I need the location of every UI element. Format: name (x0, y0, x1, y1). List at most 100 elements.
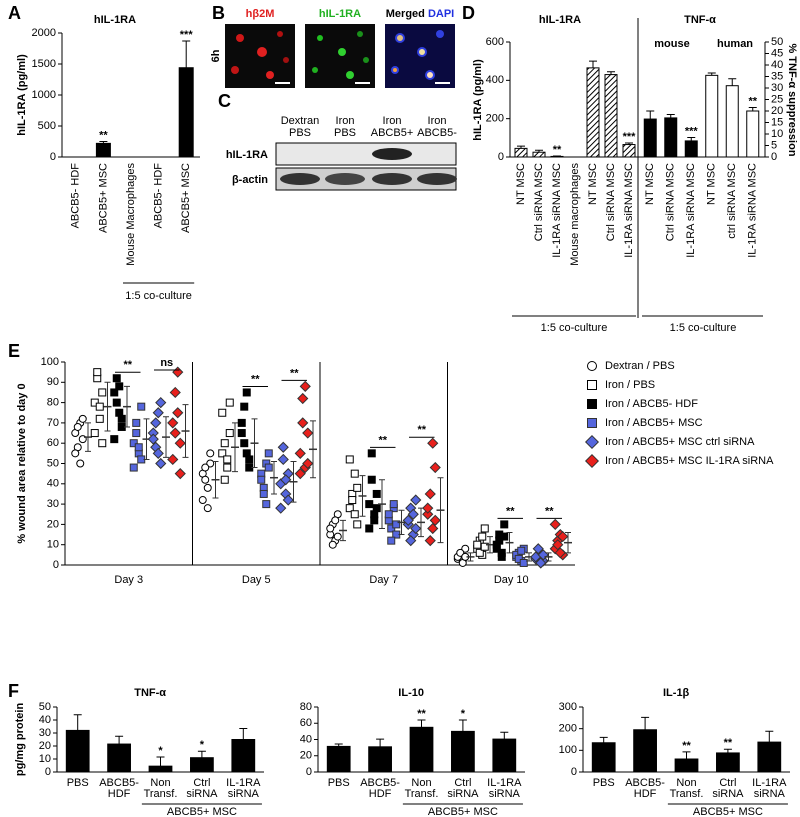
data-point (218, 408, 227, 417)
error-bar (728, 78, 737, 86)
tick-label: 80 (300, 701, 312, 713)
data-point (517, 546, 526, 555)
data-point (76, 459, 85, 468)
sd-bar (310, 420, 316, 479)
data-point (98, 388, 107, 397)
chart-title: hIL-1RA (94, 14, 136, 26)
tick-label: 200 (559, 723, 577, 735)
error-bar (666, 113, 675, 118)
bar (643, 118, 657, 158)
data-point (422, 508, 434, 520)
tick-label: 20 (47, 518, 59, 530)
data-point (237, 429, 246, 438)
x-tick-label: HDF (369, 788, 392, 800)
data-point (201, 475, 210, 484)
data-point (514, 554, 523, 563)
group-label: ABCB5+ MSC (693, 806, 763, 817)
data-point (259, 489, 268, 498)
error-bar (625, 142, 633, 145)
tick-label: 70 (47, 417, 59, 429)
data-point (155, 396, 167, 409)
bar (684, 140, 698, 158)
data-point (372, 489, 381, 498)
legend-label: Iron / PBS (605, 379, 655, 391)
x-tick-label: Ctrl siRNA MSC (533, 163, 545, 241)
data-point (500, 520, 509, 529)
data-point (557, 530, 569, 543)
data-point (167, 417, 179, 429)
panel-label: E (8, 341, 20, 361)
tick-label: 35 (771, 70, 783, 82)
tick-label: 1500 (32, 58, 56, 70)
bar (514, 147, 528, 158)
data-point (424, 488, 436, 500)
data-point (132, 418, 141, 427)
data-point (326, 524, 335, 533)
significance: ns (160, 357, 173, 369)
lane-label: PBS (334, 127, 356, 139)
data-point (172, 407, 184, 419)
data-point (73, 422, 82, 431)
data-point (475, 548, 484, 557)
bar (409, 726, 434, 773)
data-point (90, 398, 99, 407)
data-point (155, 457, 167, 470)
data-point (112, 374, 121, 383)
data-point (277, 453, 289, 466)
tick-label: 50 (39, 701, 51, 713)
error-bar (197, 750, 206, 758)
x-tick-label: NT MSC (644, 163, 656, 205)
significance: ** (417, 424, 426, 436)
x-tick-label: IL-1RA (226, 777, 261, 789)
data-point (410, 522, 422, 535)
error-bar (99, 141, 108, 144)
tick-label: 30 (39, 727, 51, 739)
error-bar (641, 716, 650, 730)
tick-label: 400 (486, 74, 504, 86)
data-point (220, 439, 229, 448)
bar (705, 74, 719, 158)
error-bar (682, 751, 691, 759)
data-point (372, 504, 381, 513)
significance: *** (180, 29, 194, 41)
data-point (365, 524, 374, 533)
tick-label: 45 (771, 47, 783, 59)
x-tick-label: ABCB5- (99, 777, 139, 789)
panel-label: F (8, 681, 19, 701)
error-bar (458, 719, 467, 732)
tick-label: 20 (300, 750, 312, 762)
x-tick-label: Transf. (405, 788, 439, 800)
lane-label: Iron (336, 115, 355, 127)
bar (178, 67, 194, 158)
data-point (387, 536, 396, 545)
tick-label: 10 (771, 128, 783, 140)
data-point (500, 532, 509, 541)
x-tick-label: siRNA (447, 788, 479, 800)
bar (633, 729, 657, 773)
panel-label: A (8, 3, 21, 23)
bar (368, 746, 392, 773)
data-point (294, 447, 306, 459)
data-point (262, 500, 271, 509)
error-bar (748, 107, 757, 111)
sd-bar (85, 422, 91, 452)
data-point (429, 514, 441, 526)
blot (275, 142, 457, 191)
data-point (348, 496, 357, 505)
legend-label: Dextran / PBS (605, 360, 675, 372)
micrograph (225, 24, 295, 88)
data-point (134, 443, 143, 452)
y2-axis-label: % TNF-α suppression (786, 43, 798, 156)
tick-label: 5 (771, 139, 777, 151)
error-bar (765, 730, 774, 743)
data-point (264, 463, 273, 472)
data-point (584, 434, 600, 450)
data-point (345, 455, 354, 464)
data-point (115, 382, 124, 391)
x-tick-label: PBS (67, 777, 89, 789)
error-bar (182, 40, 191, 68)
data-point (277, 441, 289, 453)
data-point (174, 437, 186, 449)
tick-label: 50 (771, 36, 783, 48)
